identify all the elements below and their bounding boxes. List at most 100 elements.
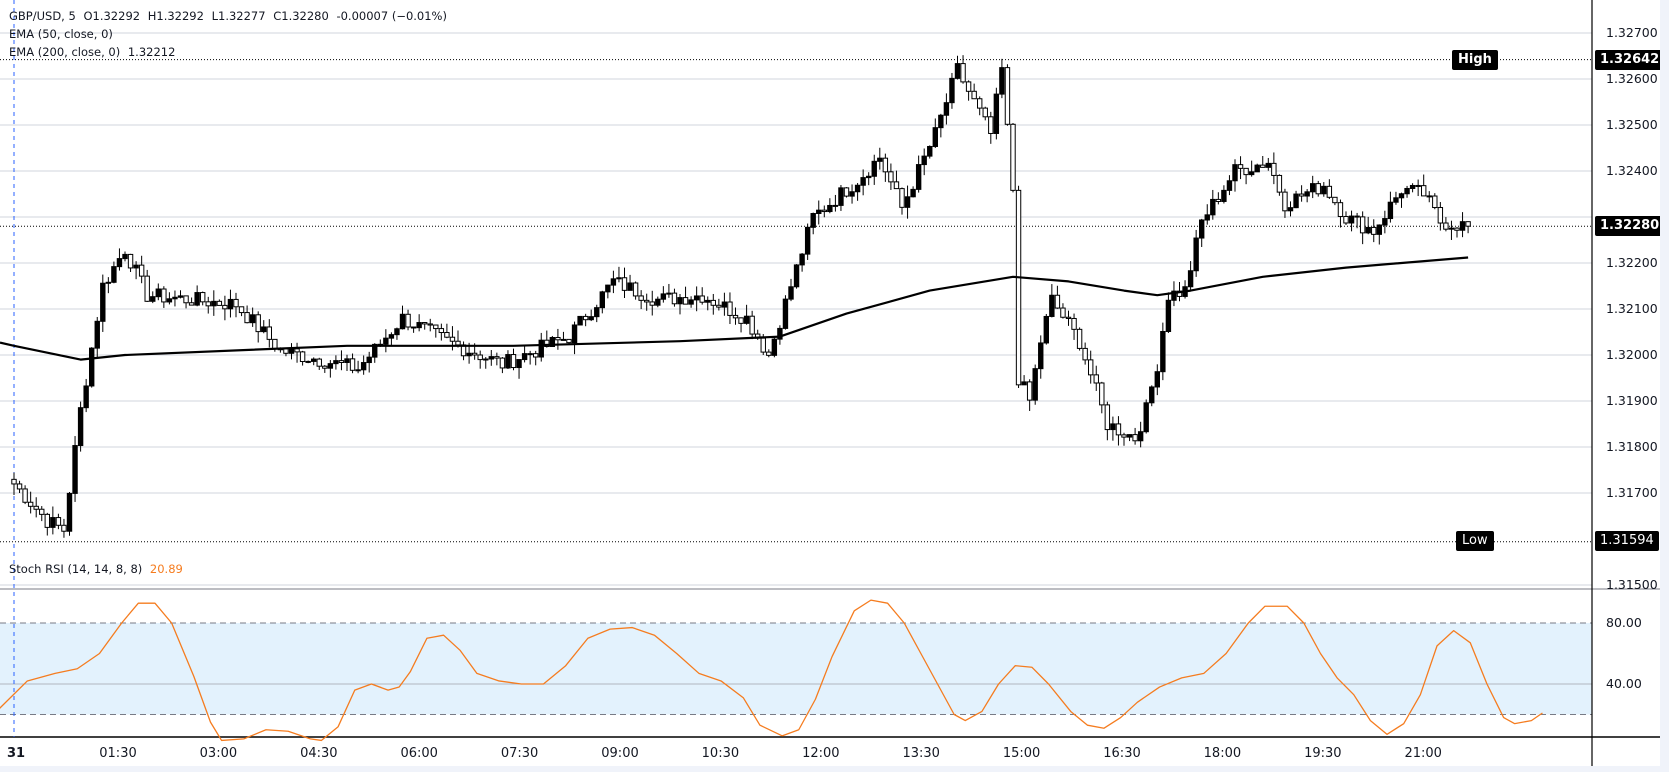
candle-body[interactable] — [1376, 224, 1382, 235]
candle-body[interactable] — [1010, 123, 1016, 191]
candle-body[interactable] — [444, 332, 450, 338]
candle-body[interactable] — [938, 114, 944, 129]
candle-body[interactable] — [660, 293, 667, 300]
candle-body[interactable] — [172, 296, 178, 300]
candle-body[interactable] — [977, 98, 983, 109]
candle-body[interactable] — [688, 299, 694, 305]
candle-body[interactable] — [699, 295, 705, 303]
candle-body[interactable] — [322, 365, 328, 369]
candle-body[interactable] — [1404, 187, 1410, 195]
candle-body[interactable] — [1154, 371, 1160, 388]
candle-body[interactable] — [1432, 195, 1438, 209]
candle-body[interactable] — [1343, 215, 1349, 224]
candle-body[interactable] — [477, 354, 483, 361]
candle-body[interactable] — [954, 63, 961, 79]
candle-body[interactable] — [1354, 215, 1360, 218]
candle-body[interactable] — [516, 359, 522, 369]
candle-body[interactable] — [1115, 423, 1122, 436]
candle-body[interactable] — [433, 324, 439, 330]
candle-body[interactable] — [166, 298, 173, 303]
candle-body[interactable] — [1032, 368, 1038, 401]
candle-body[interactable] — [1160, 330, 1166, 373]
candle-body[interactable] — [533, 353, 539, 358]
candle-body[interactable] — [1348, 215, 1355, 224]
candle-body[interactable] — [1254, 164, 1260, 173]
candle-body[interactable] — [1038, 342, 1044, 370]
candle-body[interactable] — [860, 177, 866, 186]
candle-body[interactable] — [233, 298, 239, 308]
candle-body[interactable] — [782, 298, 789, 329]
candle-body[interactable] — [1282, 191, 1288, 212]
candle-body[interactable] — [888, 171, 894, 183]
candle-body[interactable] — [122, 253, 128, 260]
candle-body[interactable] — [710, 299, 716, 306]
candle-body[interactable] — [677, 297, 683, 305]
candle-body[interactable] — [915, 164, 922, 190]
candle-body[interactable] — [1026, 381, 1033, 401]
candle-body[interactable] — [682, 297, 689, 305]
candle-body[interactable] — [1199, 219, 1205, 239]
candle-body[interactable] — [1126, 434, 1133, 438]
candle-body[interactable] — [83, 385, 89, 409]
candle-body[interactable] — [360, 362, 367, 371]
candle-body[interactable] — [1415, 184, 1421, 187]
candle-body[interactable] — [161, 288, 167, 303]
candle-body[interactable] — [832, 204, 839, 207]
candle-body[interactable] — [932, 127, 938, 147]
candle-body[interactable] — [410, 326, 417, 329]
candle-body[interactable] — [949, 77, 955, 104]
candle-body[interactable] — [877, 157, 883, 162]
candle-body[interactable] — [732, 314, 739, 319]
candle-body[interactable] — [366, 356, 372, 364]
candle-body[interactable] — [671, 292, 678, 305]
candle-body[interactable] — [355, 369, 361, 372]
candle-body[interactable] — [72, 445, 78, 494]
candle-body[interactable] — [1426, 195, 1432, 198]
candle-body[interactable] — [1393, 197, 1399, 203]
candle-body[interactable] — [127, 253, 134, 269]
candle-body[interactable] — [1049, 294, 1055, 317]
candle-body[interactable] — [11, 478, 17, 485]
candle-body[interactable] — [571, 324, 578, 344]
candle-body[interactable] — [1359, 216, 1366, 234]
ema50-legend[interactable]: EMA (50, close, 0) — [9, 26, 117, 42]
candle-body[interactable] — [904, 196, 911, 208]
candle-body[interactable] — [1093, 374, 1099, 384]
candle-body[interactable] — [1332, 196, 1338, 204]
candle-body[interactable] — [288, 348, 295, 354]
candle-body[interactable] — [205, 301, 211, 307]
candle-body[interactable] — [238, 306, 245, 314]
candle-body[interactable] — [1315, 183, 1321, 195]
candle-body[interactable] — [838, 187, 844, 206]
candle-body[interactable] — [766, 351, 772, 356]
candle-body[interactable] — [999, 67, 1005, 95]
candle-body[interactable] — [1221, 189, 1227, 202]
ema200-line[interactable] — [13, 256, 1469, 361]
candle-body[interactable] — [716, 304, 722, 308]
candle-body[interactable] — [299, 351, 306, 363]
candle-body[interactable] — [1099, 382, 1105, 406]
candle-body[interactable] — [965, 81, 972, 92]
candle-body[interactable] — [666, 292, 672, 295]
candle-body[interactable] — [499, 357, 506, 369]
candle-body[interactable] — [94, 320, 100, 349]
candle-body[interactable] — [1387, 201, 1394, 220]
candle-body[interactable] — [1326, 185, 1333, 198]
candle-body[interactable] — [1465, 221, 1471, 227]
candle-body[interactable] — [599, 291, 605, 309]
candle-body[interactable] — [1171, 290, 1177, 301]
candle-body[interactable] — [738, 317, 744, 324]
candle-body[interactable] — [183, 295, 189, 304]
candle-body[interactable] — [1193, 237, 1199, 272]
candle-body[interactable] — [560, 338, 567, 341]
candle-body[interactable] — [505, 354, 511, 369]
candle-body[interactable] — [1243, 167, 1249, 176]
candle-body[interactable] — [33, 505, 39, 510]
candle-body[interactable] — [510, 354, 517, 369]
candle-body[interactable] — [1021, 381, 1027, 386]
candle-body[interactable] — [982, 107, 988, 118]
candle-body[interactable] — [244, 312, 250, 324]
candle-body[interactable] — [705, 299, 711, 303]
candle-body[interactable] — [544, 339, 550, 348]
